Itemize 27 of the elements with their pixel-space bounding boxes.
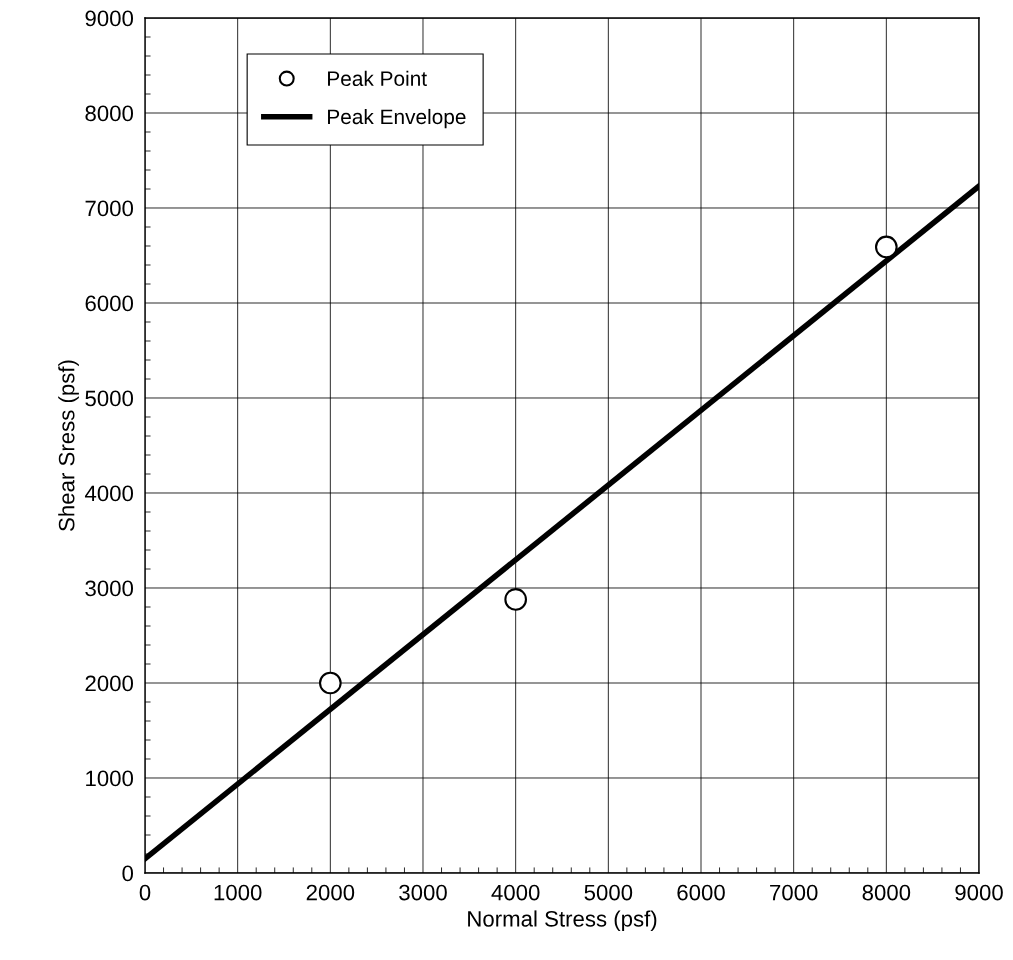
x-tick-label: 8000 — [862, 884, 911, 901]
y-tick-label: 5000 — [85, 390, 134, 407]
y-tick-label: 4000 — [84, 485, 134, 502]
x-tick-label: 4000 — [491, 884, 540, 901]
legend-label: Peak Point — [328, 70, 427, 87]
legend-label: Peak Envelope — [328, 108, 466, 129]
x-tick-label: 7000 — [770, 884, 818, 901]
y-tick-label: 9000 — [85, 10, 134, 27]
x-tick-label: 3000 — [399, 884, 447, 901]
x-tick-label: 9000 — [955, 884, 1003, 901]
y-axis-title: Shear Sress (psf) — [58, 360, 79, 531]
point — [318, 671, 342, 695]
y-tick-label: 0 — [122, 865, 134, 882]
x-tick-label: 0 — [139, 884, 151, 901]
y-tick-label: 2000 — [85, 675, 134, 692]
x-tick-label: 6000 — [677, 884, 725, 901]
point — [504, 588, 528, 611]
x-tick-label: 5000 — [584, 884, 633, 901]
x-axis-title: Normal Stress (psf) — [468, 910, 657, 932]
y-tick-label: 3000 — [85, 580, 134, 597]
y-tick-label: 8000 — [85, 105, 134, 122]
x-tick-label: 1000 — [214, 884, 262, 901]
y-tick-label: 7000 — [85, 200, 134, 217]
y-tick-label: 1000 — [86, 770, 134, 787]
y-tick-label: 6000 — [85, 295, 134, 312]
point — [874, 235, 898, 259]
x-tick-label: 2000 — [306, 884, 355, 901]
